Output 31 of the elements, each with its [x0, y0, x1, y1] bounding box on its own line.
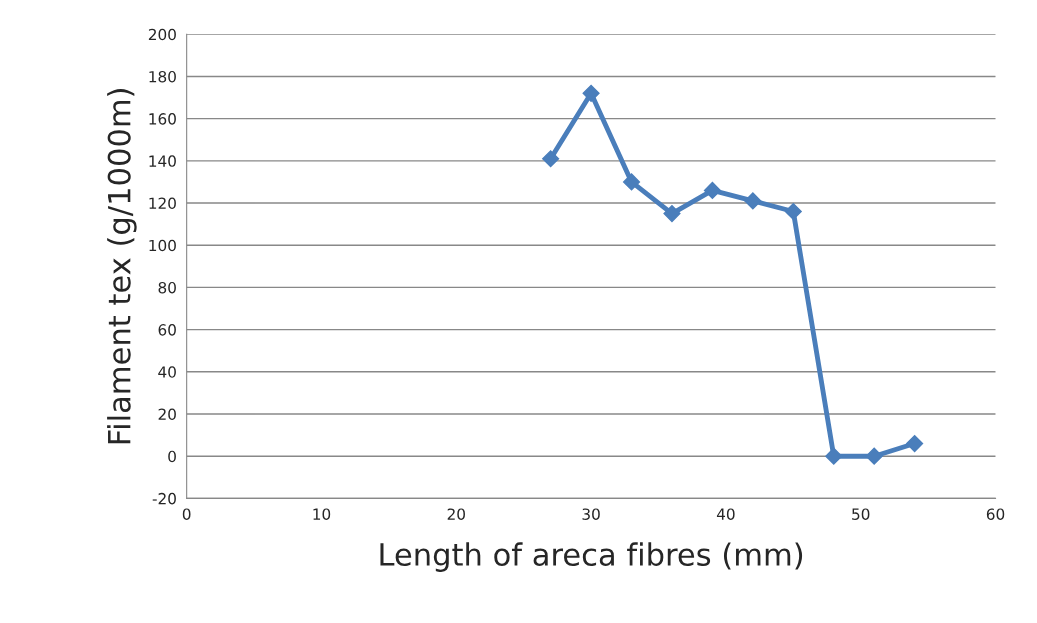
point [744, 192, 762, 210]
y-tick-label: 200 [148, 28, 176, 41]
y-tick-label: 160 [149, 113, 176, 125]
point [906, 434, 924, 453]
point [825, 447, 843, 465]
x-tick-label: 60 [986, 508, 1005, 520]
y-tick-label: 40 [158, 366, 176, 378]
x-axis-title: Length of areca fibres (mm) [380, 542, 803, 572]
y-tick-label: 20 [158, 408, 176, 421]
point [542, 150, 560, 168]
x-tick-label: 10 [313, 508, 331, 520]
y-tick-label: 80 [158, 281, 176, 294]
y-tick-label: 60 [158, 324, 176, 336]
point [865, 447, 883, 465]
x-tick-label: 40 [716, 508, 735, 520]
y-axis-title: Filament tex (g/1000m) [107, 89, 137, 444]
point [784, 202, 802, 221]
x-tick-label: 0 [182, 508, 191, 520]
y-tick-label: 100 [149, 239, 176, 252]
point [703, 181, 721, 199]
point [582, 84, 600, 102]
point [663, 205, 681, 223]
y-tick-label: 120 [149, 197, 176, 210]
x-tick-label: 20 [447, 508, 465, 520]
y-tick-label: 0 [168, 450, 176, 463]
y-tick-label: -20 [152, 492, 176, 505]
point [622, 173, 641, 191]
x-tick-label: 30 [582, 508, 600, 520]
y-tick-label: 140 [149, 155, 176, 167]
x-tick-label: 50 [852, 508, 870, 520]
y-tick-label: 180 [149, 70, 176, 83]
